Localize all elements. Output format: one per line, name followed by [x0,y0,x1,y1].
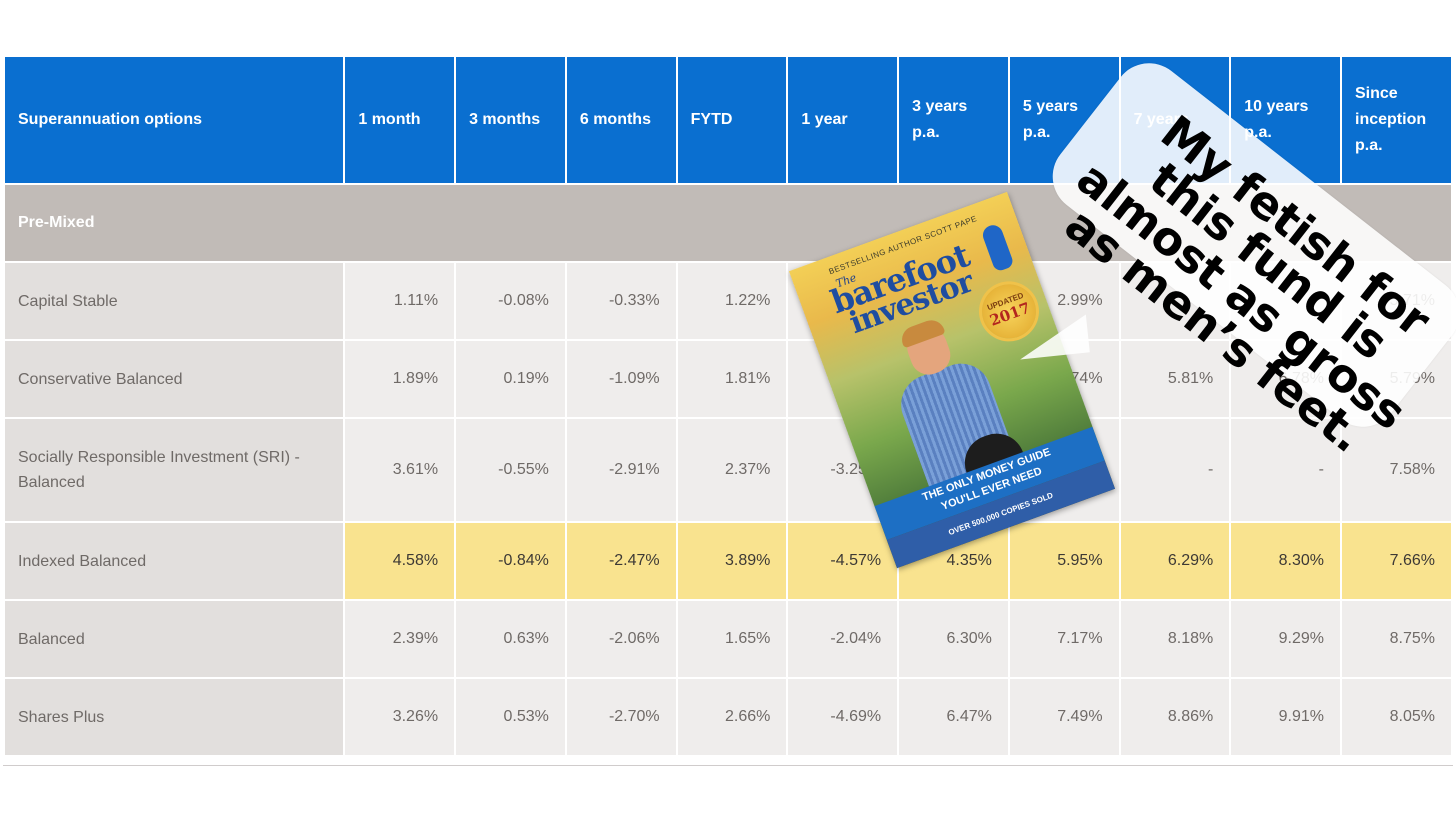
table-cell: 6.30% [899,601,1008,677]
table-row: Socially Responsible Investment (SRI) - … [5,419,1451,521]
table-cell: 5.95% [1009,523,1119,599]
column-header: 6 months [566,57,676,183]
table-cell: -0.33% [566,263,676,339]
column-header: 1 month [345,57,455,183]
table-cell: 9.29% [1231,601,1340,677]
column-header: Since inception p.a. [1342,57,1451,183]
table-cell: 0.19% [456,341,565,417]
section-label: Pre-Mixed [5,185,1451,261]
column-header: 5 years p.a. [1009,57,1119,183]
table-row: Balanced 2.39% 0.63% -2.06% 1.65% -2.04%… [5,601,1451,677]
table-cell: -2.70% [566,679,676,755]
table-cell: 8.30% [1231,523,1340,599]
table-cell: - [1120,419,1230,521]
table-cell: 6.47% [899,679,1008,755]
table-cell: 6.78% [1231,341,1340,417]
table-cell: -4.57% [788,523,898,599]
table-cell: -2.04% [788,601,898,677]
column-header: 1 year [788,57,898,183]
table-cell: 2.37% [677,419,787,521]
footprint-icon [980,222,1015,273]
column-header: 3 months [456,57,565,183]
table-cell: -2.06% [566,601,676,677]
table-cell: 6.29% [1120,523,1230,599]
table-cell: 0.53% [456,679,565,755]
table-cell [1231,263,1340,339]
table-cell: -2.47% [566,523,676,599]
table-header-row: Superannuation options 1 month 3 months … [5,57,1451,183]
column-header: FYTD [677,57,787,183]
option-name: Conservative Balanced [5,341,344,417]
table-cell: -2.91% [566,419,676,521]
table-cell: 7.58% [1342,419,1451,521]
table-cell: 8.05% [1342,679,1451,755]
table-cell: 2.39% [345,601,455,677]
table-cell: 1.11% [345,263,455,339]
option-name: Shares Plus [5,679,344,755]
table-cell: 5.71% [1342,263,1451,339]
table-cell: 9.91% [1231,679,1340,755]
section-row: Pre-Mixed [5,185,1451,261]
table-bottom-rule [3,765,1453,766]
option-name: Indexed Balanced [5,523,344,599]
table-cell: 8.86% [1120,679,1230,755]
table-row: Conservative Balanced 1.89% 0.19% -1.09%… [5,341,1451,417]
table-cell: -0.08% [456,263,565,339]
table-row: Capital Stable 1.11% -0.08% -0.33% 1.22%… [5,263,1451,339]
table-cell: 5.79% [1342,341,1451,417]
table-cell: 1.89% [345,341,455,417]
option-name: Socially Responsible Investment (SRI) - … [5,419,344,521]
table-cell: 1.81% [677,341,787,417]
table-cell: 5.81% [1120,341,1230,417]
column-header: 10 years p.a. [1231,57,1340,183]
super-returns-table: Superannuation options 1 month 3 months … [3,55,1453,757]
table-cell: -0.55% [456,419,565,521]
table-cell: 3.61% [345,419,455,521]
table-cell: 1.22% [677,263,787,339]
table-cell: -1.09% [566,341,676,417]
option-name: Balanced [5,601,344,677]
table-cell: 3.26% [345,679,455,755]
table-cell: 8.75% [1342,601,1451,677]
table-cell: 7.17% [1009,601,1119,677]
table-row: Shares Plus 3.26% 0.53% -2.70% 2.66% -4.… [5,679,1451,755]
table-cell: 7.66% [1342,523,1451,599]
table-cell: 1.65% [677,601,787,677]
table-cell: -4.69% [788,679,898,755]
table-row-highlighted: Indexed Balanced 4.58% -0.84% -2.47% 3.8… [5,523,1451,599]
updated-seal: UPDATED 2017 [974,276,1044,346]
column-header: 3 years p.a. [899,57,1008,183]
table-cell: 0.63% [456,601,565,677]
table-cell: 4.58% [345,523,455,599]
table-cell [1120,263,1230,339]
table-cell: 7.49% [1009,679,1119,755]
table-cell: 8.18% [1120,601,1230,677]
table-cell: - [1231,419,1340,521]
column-header: 7 years [1120,57,1230,183]
option-name: Capital Stable [5,263,344,339]
column-header: Superannuation options [5,57,344,183]
table-cell: 3.89% [677,523,787,599]
table-cell: -0.84% [456,523,565,599]
table-cell: 2.66% [677,679,787,755]
